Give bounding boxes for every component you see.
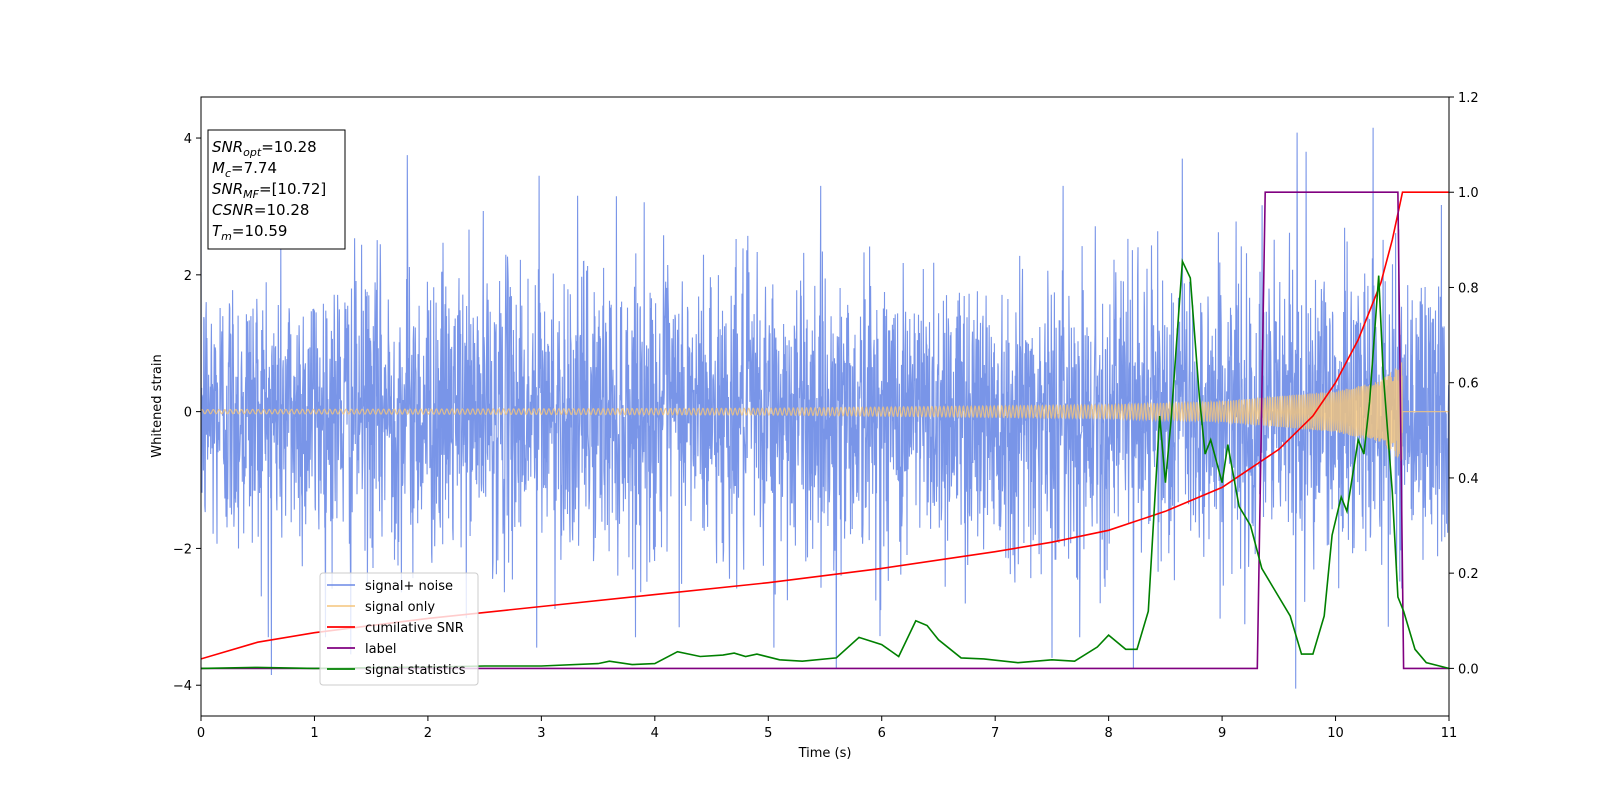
annotation-line: SNRopt=10.28 xyxy=(212,138,317,159)
legend-label: signal only xyxy=(365,600,435,615)
annotation-symbol: SNR xyxy=(212,180,243,198)
y-axis-left: −4 −2 0 2 4 xyxy=(173,132,201,694)
series-label-line xyxy=(201,191,1449,670)
y2-tick-label: 1.2 xyxy=(1458,91,1479,106)
annotation-value: =[10.72] xyxy=(259,180,326,198)
x-tick-label: 7 xyxy=(991,726,999,741)
annotation-subscript: m xyxy=(221,230,232,243)
y2-tick-label: 0.8 xyxy=(1458,281,1479,296)
x-tick-label: 5 xyxy=(764,726,772,741)
annotation-value: =10.28 xyxy=(261,138,317,156)
annotation-value: =10.59 xyxy=(232,222,288,240)
x-tick-label: 6 xyxy=(878,726,886,741)
x-axis-label: Time (s) xyxy=(798,746,852,761)
annotation-symbol: CSNR xyxy=(212,201,254,219)
annotation-frame xyxy=(207,129,346,250)
y2-tick-label: 0.2 xyxy=(1458,567,1479,582)
x-axis: 0 1 2 3 4 5 6 7 8 9 10 11 xyxy=(197,716,1457,741)
annotation-symbol: SNR xyxy=(212,138,243,156)
y2-tick-label: 0.4 xyxy=(1458,472,1479,487)
y-tick-label: 4 xyxy=(184,132,192,147)
annotation-subscript: opt xyxy=(243,146,262,159)
annotation-line: Tm=10.59 xyxy=(212,222,287,243)
plot-frame xyxy=(200,96,1450,717)
series-cumilative-snr-line xyxy=(201,191,1449,660)
annotation-subscript: c xyxy=(225,167,231,180)
y2-tick-label: 0.0 xyxy=(1458,662,1479,677)
x-tick-label: 0 xyxy=(197,726,205,741)
legend: signal+ noise signal only cumilative SNR la… xyxy=(319,572,479,686)
y2-tick-label: 0.6 xyxy=(1458,377,1479,392)
series-layer xyxy=(201,127,1449,689)
y-tick-label: −2 xyxy=(173,542,192,557)
y2-tick-label: 1.0 xyxy=(1458,186,1479,201)
annotation-subscript: MF xyxy=(243,188,259,201)
x-tick-label: 11 xyxy=(1441,726,1458,741)
annotation-symbol: M xyxy=(212,159,225,177)
x-tick-label: 9 xyxy=(1218,726,1226,741)
series-signal-only-line xyxy=(201,362,1449,461)
legend-label: signal+ noise xyxy=(365,579,453,594)
y-axis-right: 0.0 0.2 0.4 0.6 0.8 1.0 1.2 xyxy=(1449,91,1479,677)
x-tick-label: 8 xyxy=(1104,726,1112,741)
x-tick-label: 4 xyxy=(651,726,659,741)
legend-frame xyxy=(319,572,479,686)
legend-label: cumilative SNR xyxy=(365,621,464,636)
annotation-symbol: T xyxy=(212,222,223,240)
annotation-value: =10.28 xyxy=(254,201,310,219)
snr-annotation-box: SNRopt=10.28Mc=7.74SNRMF=[10.72]CSNR=10.… xyxy=(207,129,346,250)
annotation-line: SNRMF=[10.72] xyxy=(212,180,326,201)
legend-label: label xyxy=(365,642,396,657)
annotation-line: Mc=7.74 xyxy=(212,159,277,180)
legend-label: signal statistics xyxy=(365,663,466,678)
annotation-value: =7.74 xyxy=(231,159,277,177)
annotation-line: CSNR=10.28 xyxy=(212,201,309,219)
x-tick-label: 3 xyxy=(537,726,545,741)
x-tick-label: 1 xyxy=(310,726,318,741)
x-tick-label: 2 xyxy=(424,726,432,741)
y-axis-label: Whitened strain xyxy=(150,354,165,457)
y-tick-label: 0 xyxy=(184,406,192,421)
y-tick-label: 2 xyxy=(184,269,192,284)
series-signal-statistics-line xyxy=(201,258,1449,670)
y-tick-label: −4 xyxy=(173,679,192,694)
series-signal-noise-line xyxy=(201,127,1449,689)
x-tick-label: 10 xyxy=(1327,726,1344,741)
